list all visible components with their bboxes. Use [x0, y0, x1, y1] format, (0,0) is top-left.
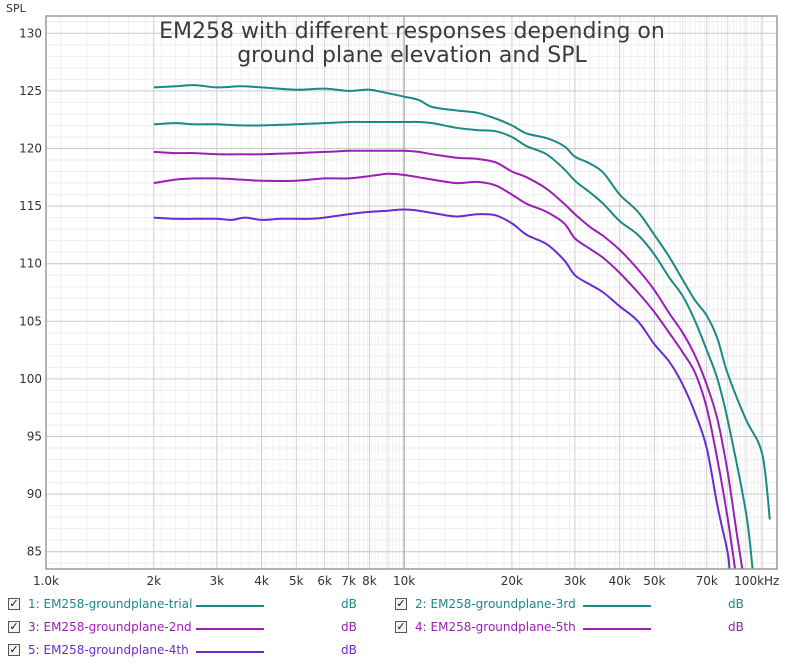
x-tick-label: 10k	[393, 574, 415, 588]
major-gridlines	[46, 16, 777, 569]
chart-title-line-1: EM258 with different responses depending…	[159, 19, 665, 44]
legend-label: 2: EM258-groundplane-3rd	[415, 597, 576, 611]
y-tick-label: 105	[19, 314, 42, 328]
y-tick-label: 85	[27, 545, 42, 559]
checkbox-checked-icon[interactable]: ✓	[395, 620, 407, 633]
series-line-4	[153, 172, 737, 569]
legend-unit: dB	[728, 620, 744, 634]
x-tick-label: 5k	[289, 574, 304, 588]
x-tick-labels: 1.0k 2k 3k 4k 5k 6k 7k 8k 10k 20k 30k 40k 50k 70k 100k…	[33, 574, 779, 588]
x-tick-label: 4k	[254, 574, 269, 588]
y-tick-label: 95	[27, 430, 42, 444]
x-tick-label: 3k	[210, 574, 225, 588]
x-tick-label: 20k	[501, 574, 523, 588]
legend-label: 4: EM258-groundplane-5th	[415, 620, 576, 634]
legend-label: 1: EM258-groundplane-trial	[28, 597, 193, 611]
series-line-5	[153, 208, 731, 569]
legend-swatch	[196, 651, 264, 653]
series-line-3	[153, 149, 744, 569]
legend-swatch	[196, 605, 264, 607]
checkbox-checked-icon[interactable]: ✓	[8, 643, 20, 656]
x-tick-label: 6k	[317, 574, 332, 588]
minor-gridlines	[46, 16, 777, 569]
legend-unit: dB	[341, 597, 357, 611]
legend-unit: dB	[341, 620, 357, 634]
legend-unit: dB	[341, 643, 357, 657]
legend-swatch	[196, 628, 264, 630]
x-tick-label: 7k	[341, 574, 356, 588]
series-line-1	[153, 84, 771, 520]
legend: ✓ 1: EM258-groundplane-trial dB ✓ 2: EM2…	[0, 592, 800, 664]
y-tick-labels: 85 90 95 100 105 110 115 120 125 130	[19, 26, 42, 558]
series-line-2	[153, 120, 754, 569]
x-tick-label: 30k	[564, 574, 586, 588]
x-tick-label: 40k	[609, 574, 631, 588]
x-tick-label: 100kHz	[734, 574, 779, 588]
y-tick-label: 125	[19, 84, 42, 98]
x-tick-label: 2k	[146, 574, 161, 588]
y-axis-label: SPL	[6, 2, 27, 15]
y-tick-label: 115	[19, 199, 42, 213]
x-tick-label: 50k	[643, 574, 665, 588]
y-tick-label: 120	[19, 141, 42, 155]
y-tick-label: 110	[19, 257, 42, 271]
chart-title-line-2: ground plane elevation and SPL	[237, 43, 587, 68]
y-tick-label: 100	[19, 372, 42, 386]
x-tick-label: 70k	[696, 574, 718, 588]
legend-label: 3: EM258-groundplane-2nd	[28, 620, 192, 634]
series-lines	[153, 84, 771, 569]
legend-unit: dB	[728, 597, 744, 611]
plot-frame	[45, 15, 778, 570]
checkbox-checked-icon[interactable]: ✓	[395, 597, 407, 610]
frequency-response-chart: 85 90 95 100 105 110 115 120 125 130 1.0k 2k 3k 4k 5k…	[0, 0, 800, 592]
y-tick-label: 90	[27, 487, 42, 501]
plot-background	[0, 0, 800, 592]
checkbox-checked-icon[interactable]: ✓	[8, 620, 20, 633]
legend-label: 5: EM258-groundplane-4th	[28, 643, 189, 657]
legend-swatch	[583, 628, 651, 630]
legend-swatch	[583, 605, 651, 607]
y-tick-label: 130	[19, 26, 42, 40]
x-tick-label: 8k	[362, 574, 377, 588]
x-tick-label: 1.0k	[33, 574, 59, 588]
checkbox-checked-icon[interactable]: ✓	[8, 597, 20, 610]
